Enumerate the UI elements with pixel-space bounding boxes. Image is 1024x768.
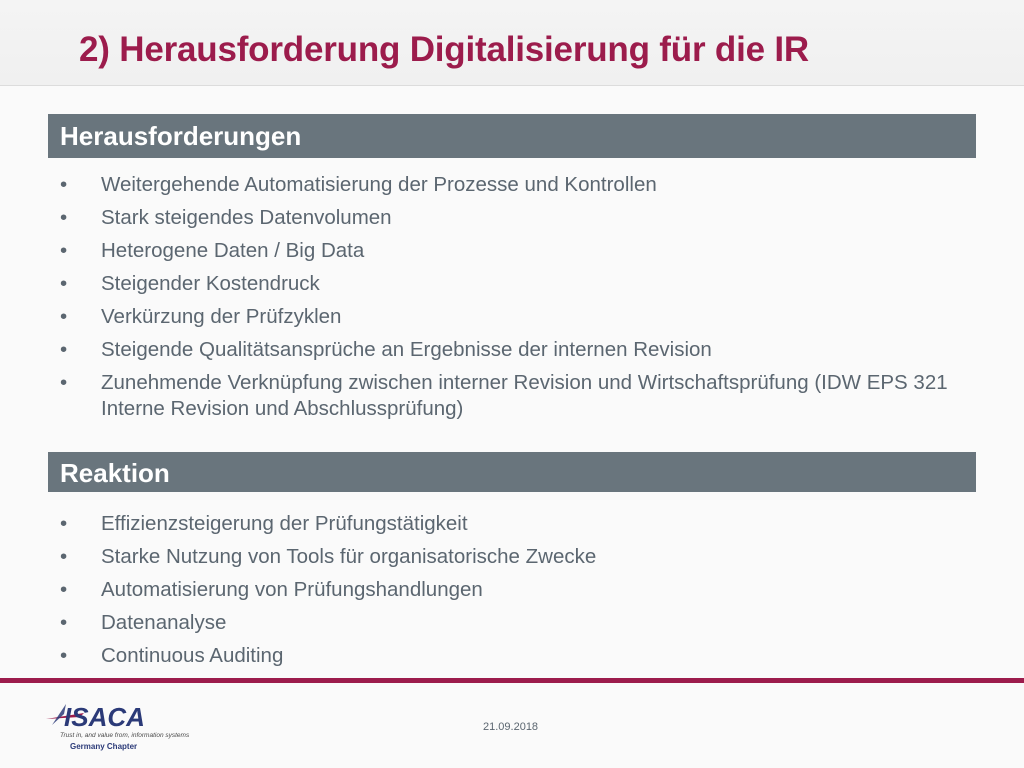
list-item: • Weitergehende Automatisierung der Proze… xyxy=(60,173,657,196)
bullet-icon: • xyxy=(60,305,68,328)
list-item: • Automatisierung von Prüfungshandlungen xyxy=(60,578,483,601)
section-header-reaction: Reaktion xyxy=(48,452,976,492)
list-item: • Steigende Qualitätsansprüche an Ergebni… xyxy=(60,338,712,361)
footer-divider xyxy=(0,678,1024,683)
bullet-icon: • xyxy=(60,206,68,229)
bullet-icon: • xyxy=(60,578,68,601)
list-item: • Stark steigendes Datenvolumen xyxy=(60,206,392,229)
logo-tagline: Trust in, and value from, information sy… xyxy=(60,732,190,739)
bullet-icon: • xyxy=(60,173,68,196)
list-item: • Zunehmende Verknüpfung zwischen interne… xyxy=(60,371,948,420)
list-item: • Continuous Auditing xyxy=(60,644,284,667)
bullet-icon: • xyxy=(60,611,68,634)
reaction-list: • Effizienzsteigerung der Prüfungstätigke… xyxy=(60,511,960,676)
bullet-icon: • xyxy=(60,545,68,568)
logo-chapter: Germany Chapter xyxy=(70,742,138,751)
bullet-icon: • xyxy=(60,644,68,667)
bullet-icon: • xyxy=(60,338,68,361)
list-item: • Verkürzung der Prüfzyklen xyxy=(60,305,342,328)
bullet-icon: • xyxy=(60,272,68,295)
bullet-icon: • xyxy=(60,239,68,262)
list-item: • Datenanalyse xyxy=(60,611,227,634)
list-item: • Heterogene Daten / Big Data xyxy=(60,239,365,262)
logo-wordmark: ISACA xyxy=(64,702,145,732)
challenges-list: • Weitergehende Automatisierung der Proze… xyxy=(60,172,960,429)
title-bar: 2) Herausforderung Digitalisierung für d… xyxy=(0,0,1024,86)
isaca-logo-icon: ISACA xyxy=(46,702,145,732)
list-item: • Effizienzsteigerung der Prüfungstätigke… xyxy=(60,512,468,535)
list-item: • Steigender Kostendruck xyxy=(60,272,320,295)
slide-date: 21.09.2018 xyxy=(483,721,539,733)
bullet-icon: • xyxy=(60,371,68,394)
section-header-challenges: Herausforderungen xyxy=(48,114,976,158)
slide-title: 2) Herausforderung Digitalisierung für d… xyxy=(79,30,809,69)
list-item: • Starke Nutzung von Tools für organisato… xyxy=(60,545,597,568)
bullet-icon: • xyxy=(60,512,68,535)
